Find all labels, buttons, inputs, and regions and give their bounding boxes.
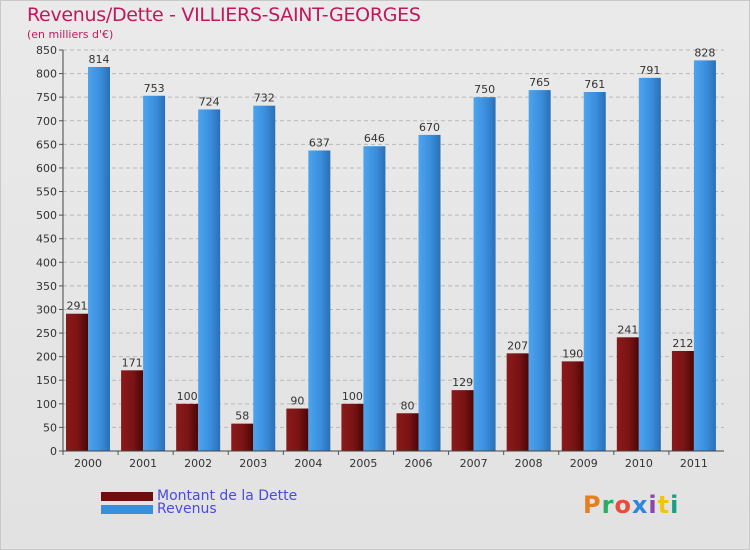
bar-debt [506,353,529,451]
data-label: 90 [290,395,304,408]
chart-title: Revenus/Dette - VILLIERS-SAINT-GEORGES [27,4,421,26]
x-tick-label: 2011 [680,457,708,470]
bar-debt [286,408,309,451]
bar-revenus [88,66,110,452]
y-tick-label: 0 [50,445,57,458]
bar-revenus [253,105,276,451]
y-tick-label: 450 [36,233,57,246]
y-tick-label: 400 [36,256,57,269]
data-label: 765 [529,76,550,89]
legend-label-revenus: Revenus [157,501,217,517]
data-label: 207 [507,339,528,352]
bar-revenus [638,77,661,452]
y-tick-label: 700 [36,115,57,128]
bar-revenus [418,134,441,451]
y-tick-label: 50 [43,421,57,434]
legend-swatch-debt [101,491,153,501]
data-label: 58 [235,410,249,423]
bar-revenus [308,150,331,451]
bar-debt [66,313,88,451]
data-label: 190 [562,347,583,360]
bar-debt [121,370,144,451]
data-label: 637 [309,136,330,149]
data-label: 761 [584,78,605,91]
legend-item-debt: Montant de la Dette [101,488,297,504]
data-label: 753 [144,82,165,95]
data-label: 828 [694,46,715,59]
data-label: 732 [254,92,275,105]
y-tick-label: 500 [36,209,57,222]
y-tick-label: 100 [36,398,57,411]
bar-debt [561,361,584,451]
y-tick-label: 300 [36,303,57,316]
x-tick-label: 2002 [184,457,212,470]
data-label: 100 [177,390,198,403]
bar-revenus [693,60,716,452]
y-axis-ticks: 0 50 100 150 200 250 300 350 400 450 500 550 600 650 7… [36,44,63,458]
data-label: 100 [342,390,363,403]
data-label: 750 [474,83,495,96]
y-tick-label: 250 [36,327,57,340]
x-tick-label: 2004 [294,457,322,470]
bar-revenus [473,97,496,452]
bar-debt [341,403,364,451]
x-tick-label: 2010 [625,457,653,470]
legend-swatch-revenus [101,504,153,514]
bar-revenus [143,95,166,452]
x-axis-ticks: 2000 2001 2002 2003 2004 2005 2006 2007 2008 2009… [62,451,708,470]
bar-revenus [583,91,606,451]
data-label: 241 [617,323,638,336]
bar-debt [616,337,639,451]
y-tick-label: 850 [36,44,57,57]
data-label: 291 [67,300,88,313]
x-tick-label: 2008 [515,457,543,470]
y-tick-label: 150 [36,374,57,387]
proxiti-logo: Proxiti [583,491,680,519]
x-tick-label: 2009 [570,457,598,470]
bar-debt [671,350,694,451]
data-label: 791 [639,64,660,77]
data-label: 212 [672,337,693,350]
axes [62,50,724,452]
data-label: 814 [89,53,110,66]
bar-debt [176,403,199,451]
y-tick-label: 350 [36,280,57,293]
x-tick-label: 2000 [74,457,102,470]
legend-label-debt: Montant de la Dette [157,488,298,504]
bar-debt [396,413,419,451]
data-label: 129 [452,376,473,389]
x-tick-label: 2007 [460,457,488,470]
data-label: 80 [401,399,415,412]
bar-debt [451,390,474,451]
y-tick-label: 650 [36,138,57,151]
data-label: 670 [419,121,440,134]
bar-debt [231,423,254,451]
x-tick-label: 2001 [129,457,157,470]
y-tick-label: 800 [36,68,57,81]
chart-subtitle: (en milliers d'€) [27,28,114,41]
bar-revenus [198,109,221,451]
data-label: 724 [199,95,220,108]
x-tick-label: 2006 [405,457,433,470]
data-label: 646 [364,132,385,145]
bar-revenus [528,90,551,451]
y-tick-label: 550 [36,186,57,199]
y-tick-label: 750 [36,91,57,104]
y-tick-label: 600 [36,162,57,175]
grid-lines [63,49,724,452]
bars: 291 814 171 753 100 724 58 732 90 637 100 646 80 670 1… [66,46,716,452]
x-tick-label: 2003 [239,457,267,470]
bar-revenus [363,146,386,452]
data-label: 171 [122,356,143,369]
y-tick-label: 200 [36,351,57,364]
x-tick-label: 2005 [349,457,377,470]
legend-item-revenus: Revenus [101,501,217,517]
